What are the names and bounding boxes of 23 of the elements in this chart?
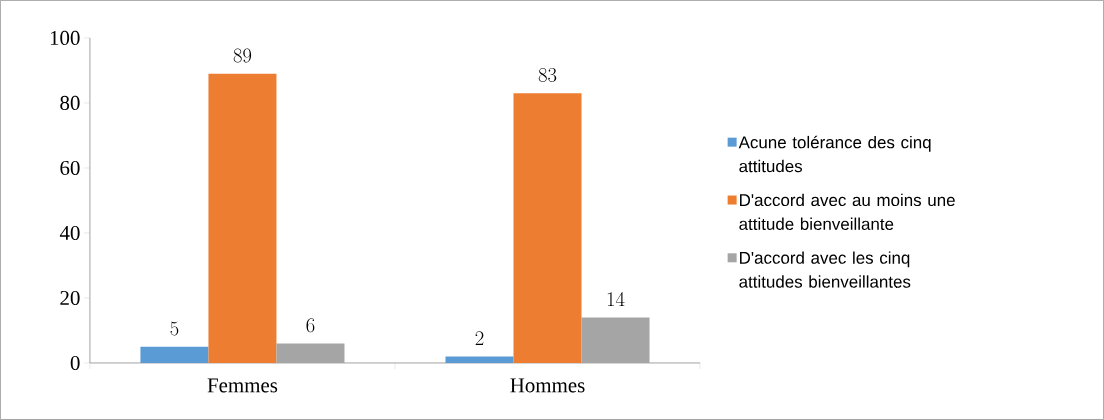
legend-label: Acune tolérance des cinq attitudes [738, 135, 931, 173]
bar [208, 73, 277, 364]
x-tick-label: Femmes [207, 378, 278, 393]
legend-label: D'accord avec au moins une attitude bienveillante [739, 193, 955, 231]
y-tick-label: 40 [59, 225, 80, 241]
y-tick-label: 100 [50, 30, 80, 46]
x-tick-label: Hommes [510, 378, 585, 393]
bar [581, 317, 650, 364]
y-tick-label: 80 [60, 95, 80, 111]
data-label: 5 [170, 321, 179, 336]
y-tick-label: 60 [60, 160, 80, 176]
data-label: 14 [607, 292, 625, 306]
bar [513, 93, 582, 364]
bar [140, 346, 209, 364]
data-label: 2 [475, 331, 484, 345]
bar [445, 356, 514, 364]
y-tick-label: 0 [70, 355, 80, 371]
data-label: 83 [538, 68, 557, 83]
data-label: 89 [233, 48, 252, 63]
y-tick-label: 20 [60, 290, 80, 306]
bar [276, 343, 345, 364]
data-label: 6 [306, 318, 315, 333]
legend-label: D'accord avec les cinq attitudes bienveillantes [739, 251, 911, 288]
